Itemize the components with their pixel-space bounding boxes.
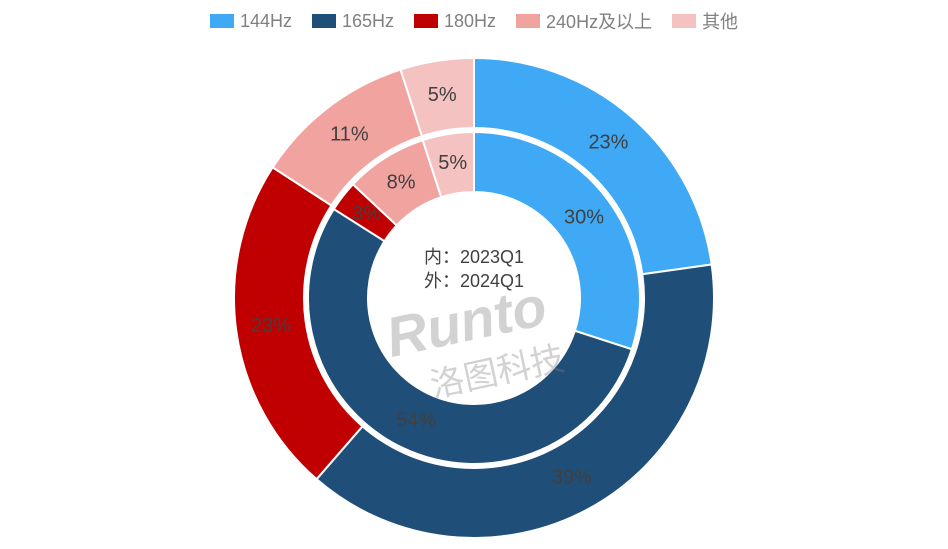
slice-label-inner-240up: 8% (387, 171, 416, 193)
legend-swatch-165hz (312, 14, 336, 28)
slice-label-outer-240up: 11% (330, 123, 369, 145)
center-label-inner: 内：2023Q1 (424, 247, 524, 267)
slice-label-inner-165hz: 54% (396, 409, 436, 431)
legend-swatch-144hz (210, 14, 234, 28)
legend-label-180hz: 180Hz (444, 11, 496, 32)
chart-legend: 144Hz 165Hz 180Hz 240Hz及以上 其他 (0, 8, 948, 34)
legend-label-144hz: 144Hz (240, 11, 292, 32)
legend-item-144hz: 144Hz (210, 11, 292, 32)
slice-label-outer-144hz: 23% (588, 132, 628, 154)
legend-label-165hz: 165Hz (342, 11, 394, 32)
legend-item-other: 其他 (672, 8, 738, 34)
legend-swatch-other (672, 14, 696, 28)
slice-label-outer-other: 5% (428, 84, 457, 106)
legend-item-240up: 240Hz及以上 (516, 8, 652, 34)
legend-label-240up: 240Hz及以上 (546, 8, 652, 34)
slice-label-inner-other: 5% (438, 152, 467, 174)
legend-swatch-240up (516, 14, 540, 28)
legend-item-180hz: 180Hz (414, 11, 496, 32)
slice-label-inner-144hz: 30% (564, 206, 604, 228)
legend-item-165hz: 165Hz (312, 11, 394, 32)
legend-label-other: 其他 (702, 8, 738, 34)
legend-swatch-180hz (414, 14, 438, 28)
center-label-outer: 外：2024Q1 (424, 271, 524, 291)
slice-label-outer-180hz: 23% (251, 315, 291, 337)
slice-label-outer-165hz: 39% (552, 466, 592, 488)
donut-chart: 23%39%23%11%5%30%54%3%8%5%Runto洛图科技内：202… (0, 40, 948, 549)
